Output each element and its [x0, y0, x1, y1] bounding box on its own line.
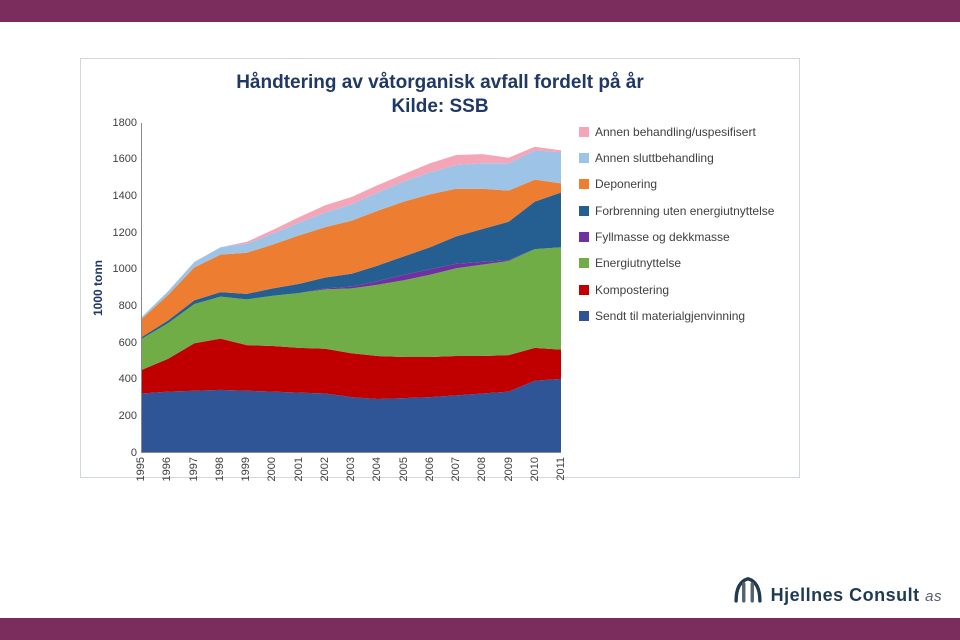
accent-band-bottom: [0, 618, 960, 640]
legend-item-annen_usp: Annen behandling/uspesifisert: [579, 125, 791, 139]
legend-swatch-icon: [579, 285, 589, 295]
legend-label: Fyllmasse og dekkmasse: [595, 230, 730, 244]
legend-item-sendt: Sendt til materialgjenvinning: [579, 309, 791, 323]
x-tick-label: 1995: [135, 457, 147, 481]
logo-suffix: as: [925, 588, 942, 605]
plot-area: 1995199619971998199920002001200220032004…: [141, 123, 561, 453]
legend-swatch-icon: [579, 179, 589, 189]
y-tick-label: 1600: [113, 153, 137, 165]
y-tick-label: 1400: [113, 190, 137, 202]
x-tick-label: 1996: [161, 457, 173, 481]
stacked-area-svg: [141, 123, 561, 453]
chart-title-line2: Kilde: SSB: [89, 95, 791, 119]
brand-logo: Hjellnes Consult as: [731, 572, 942, 606]
legend-label: Annen sluttbehandling: [595, 151, 714, 165]
chart-card: Håndtering av våtorganisk avfall fordelt…: [80, 58, 800, 478]
y-tick-label: 1800: [113, 117, 137, 129]
chart-title: Håndtering av våtorganisk avfall fordelt…: [89, 71, 791, 119]
x-tick-label: 2007: [450, 457, 462, 481]
x-tick-label: 1999: [240, 457, 252, 481]
y-tick-label: 1000: [113, 263, 137, 275]
x-tick-label: 2003: [345, 457, 357, 481]
legend-label: Forbrenning uten energiutnyttelse: [595, 204, 774, 218]
x-tick-label: 2011: [555, 457, 567, 481]
x-tick-label: 2000: [266, 457, 278, 481]
x-tick-label: 2009: [503, 457, 515, 481]
x-ticks: 1995199619971998199920002001200220032004…: [141, 455, 561, 485]
legend-swatch-icon: [579, 206, 589, 216]
y-tick-label: 600: [119, 337, 137, 349]
legend-item-sluttbeh: Annen sluttbehandling: [579, 151, 791, 165]
x-tick-label: 2008: [476, 457, 488, 481]
legend-label: Deponering: [595, 177, 657, 191]
x-tick-label: 1997: [188, 457, 200, 481]
legend-label: Sendt til materialgjenvinning: [595, 309, 745, 323]
legend-item-deponering: Deponering: [579, 177, 791, 191]
y-ticks: 020040060080010001200140016001800: [107, 123, 141, 453]
y-tick-label: 800: [119, 300, 137, 312]
logo-name: Hjellnes Consult: [771, 585, 920, 605]
y-tick-label: 400: [119, 373, 137, 385]
legend-label: Kompostering: [595, 283, 669, 297]
accent-band-top: [0, 0, 960, 22]
legend-item-forbrenning: Forbrenning uten energiutnyttelse: [579, 204, 791, 218]
x-tick-label: 2002: [319, 457, 331, 481]
chart-title-line1: Håndtering av våtorganisk avfall fordelt…: [89, 71, 791, 95]
legend-swatch-icon: [579, 127, 589, 137]
y-axis-label: 1000 tonn: [89, 123, 107, 453]
logo-mark-icon: [731, 572, 765, 606]
x-tick-label: 2006: [424, 457, 436, 481]
legend-label: Energiutnyttelse: [595, 256, 681, 270]
x-tick-label: 2010: [529, 457, 541, 481]
y-tick-label: 1200: [113, 227, 137, 239]
legend-item-kompostering: Kompostering: [579, 283, 791, 297]
x-tick-label: 2004: [371, 457, 383, 481]
y-tick-label: 200: [119, 410, 137, 422]
x-tick-label: 1998: [214, 457, 226, 481]
x-tick-label: 2005: [398, 457, 410, 481]
legend-label: Annen behandling/uspesifisert: [595, 125, 756, 139]
legend-swatch-icon: [579, 311, 589, 321]
chart-body: 1000 tonn 020040060080010001200140016001…: [89, 123, 791, 453]
x-tick-label: 2001: [293, 457, 305, 481]
legend: Annen behandling/uspesifisert Annen slutt…: [561, 123, 791, 453]
legend-swatch-icon: [579, 153, 589, 163]
logo-text: Hjellnes Consult as: [771, 585, 942, 606]
legend-swatch-icon: [579, 232, 589, 242]
legend-item-fyllmasse: Fyllmasse og dekkmasse: [579, 230, 791, 244]
legend-item-energi: Energiutnyttelse: [579, 256, 791, 270]
legend-swatch-icon: [579, 258, 589, 268]
